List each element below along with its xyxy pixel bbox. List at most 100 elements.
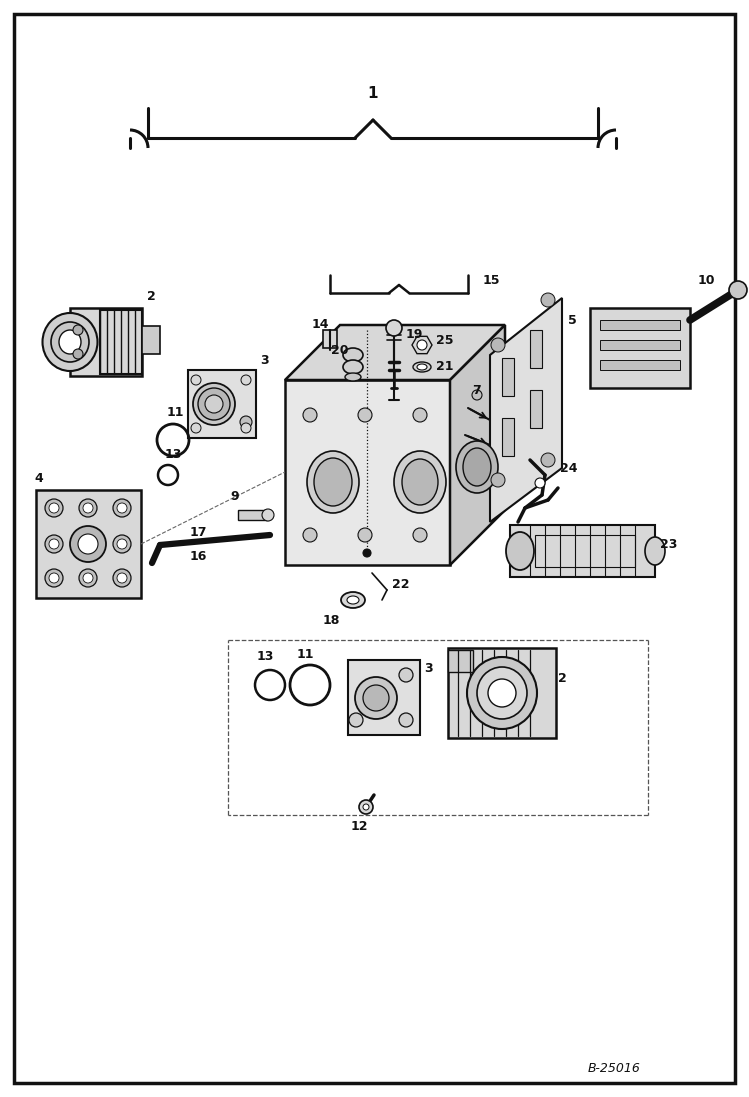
Text: 5: 5 xyxy=(568,314,577,327)
Bar xyxy=(348,660,420,735)
Circle shape xyxy=(240,416,252,428)
Circle shape xyxy=(191,423,201,433)
Text: 1: 1 xyxy=(368,86,378,101)
Text: 22: 22 xyxy=(392,578,410,591)
Circle shape xyxy=(191,375,201,385)
Text: 21: 21 xyxy=(436,361,453,373)
Ellipse shape xyxy=(59,330,81,354)
Text: 13: 13 xyxy=(164,449,182,462)
Circle shape xyxy=(541,293,555,307)
Polygon shape xyxy=(450,325,505,565)
Circle shape xyxy=(399,713,413,727)
Circle shape xyxy=(117,539,127,548)
Bar xyxy=(502,358,514,396)
Text: 4: 4 xyxy=(34,472,43,485)
Text: 16: 16 xyxy=(190,551,207,564)
Text: 15: 15 xyxy=(483,273,500,286)
Ellipse shape xyxy=(341,592,365,608)
Circle shape xyxy=(73,325,83,335)
Bar xyxy=(100,310,142,374)
Polygon shape xyxy=(490,298,562,522)
Bar xyxy=(530,330,542,367)
Ellipse shape xyxy=(343,348,363,362)
Text: 14: 14 xyxy=(312,318,330,331)
Ellipse shape xyxy=(343,360,363,374)
Circle shape xyxy=(78,534,98,554)
Circle shape xyxy=(113,569,131,587)
Ellipse shape xyxy=(198,388,230,420)
Circle shape xyxy=(83,504,93,513)
Circle shape xyxy=(49,504,59,513)
Circle shape xyxy=(113,535,131,553)
Circle shape xyxy=(113,499,131,517)
Bar xyxy=(600,360,680,370)
Circle shape xyxy=(386,320,402,336)
Circle shape xyxy=(303,408,317,422)
Circle shape xyxy=(49,573,59,583)
Ellipse shape xyxy=(506,532,534,570)
Bar xyxy=(70,308,142,376)
Circle shape xyxy=(541,453,555,467)
Text: 13: 13 xyxy=(256,651,273,664)
Bar xyxy=(285,380,450,565)
Circle shape xyxy=(363,804,369,810)
Bar xyxy=(502,418,514,456)
Circle shape xyxy=(117,504,127,513)
Text: 24: 24 xyxy=(560,462,577,475)
Circle shape xyxy=(73,349,83,359)
Text: 7: 7 xyxy=(472,384,481,396)
Circle shape xyxy=(49,539,59,548)
Circle shape xyxy=(358,408,372,422)
Circle shape xyxy=(729,281,747,299)
Polygon shape xyxy=(285,325,505,380)
Circle shape xyxy=(413,528,427,542)
Bar xyxy=(600,320,680,330)
Circle shape xyxy=(413,408,427,422)
Ellipse shape xyxy=(417,364,427,370)
Bar xyxy=(590,308,690,388)
Bar xyxy=(36,490,141,598)
Ellipse shape xyxy=(347,596,359,604)
Text: B-25016: B-25016 xyxy=(588,1062,641,1074)
Ellipse shape xyxy=(363,685,389,711)
Circle shape xyxy=(491,473,505,487)
Circle shape xyxy=(117,573,127,583)
Circle shape xyxy=(70,525,106,562)
Text: 25: 25 xyxy=(436,333,453,347)
Text: 17: 17 xyxy=(190,527,207,540)
Circle shape xyxy=(363,548,371,557)
Ellipse shape xyxy=(645,538,665,565)
Ellipse shape xyxy=(463,448,491,486)
Circle shape xyxy=(262,509,274,521)
Circle shape xyxy=(83,573,93,583)
Bar xyxy=(323,330,337,348)
Ellipse shape xyxy=(307,451,359,513)
Bar xyxy=(510,525,655,577)
Circle shape xyxy=(472,391,482,400)
Text: 2: 2 xyxy=(147,290,156,303)
Circle shape xyxy=(491,338,505,352)
Ellipse shape xyxy=(43,313,97,371)
Ellipse shape xyxy=(477,667,527,719)
Bar xyxy=(238,510,268,520)
Text: 18: 18 xyxy=(323,613,340,626)
Circle shape xyxy=(417,340,427,350)
Bar xyxy=(448,648,556,738)
Text: 20: 20 xyxy=(331,343,348,357)
Circle shape xyxy=(45,535,63,553)
Bar xyxy=(600,340,680,350)
Bar xyxy=(142,326,160,354)
Circle shape xyxy=(358,528,372,542)
Circle shape xyxy=(45,499,63,517)
Ellipse shape xyxy=(413,362,431,372)
Text: 19: 19 xyxy=(406,328,423,341)
Ellipse shape xyxy=(394,451,446,513)
Circle shape xyxy=(45,569,63,587)
Ellipse shape xyxy=(314,459,352,506)
Bar xyxy=(535,535,635,567)
Text: 11: 11 xyxy=(297,648,314,661)
Text: 12: 12 xyxy=(351,821,369,834)
Circle shape xyxy=(303,528,317,542)
Circle shape xyxy=(241,375,251,385)
Ellipse shape xyxy=(193,383,235,425)
